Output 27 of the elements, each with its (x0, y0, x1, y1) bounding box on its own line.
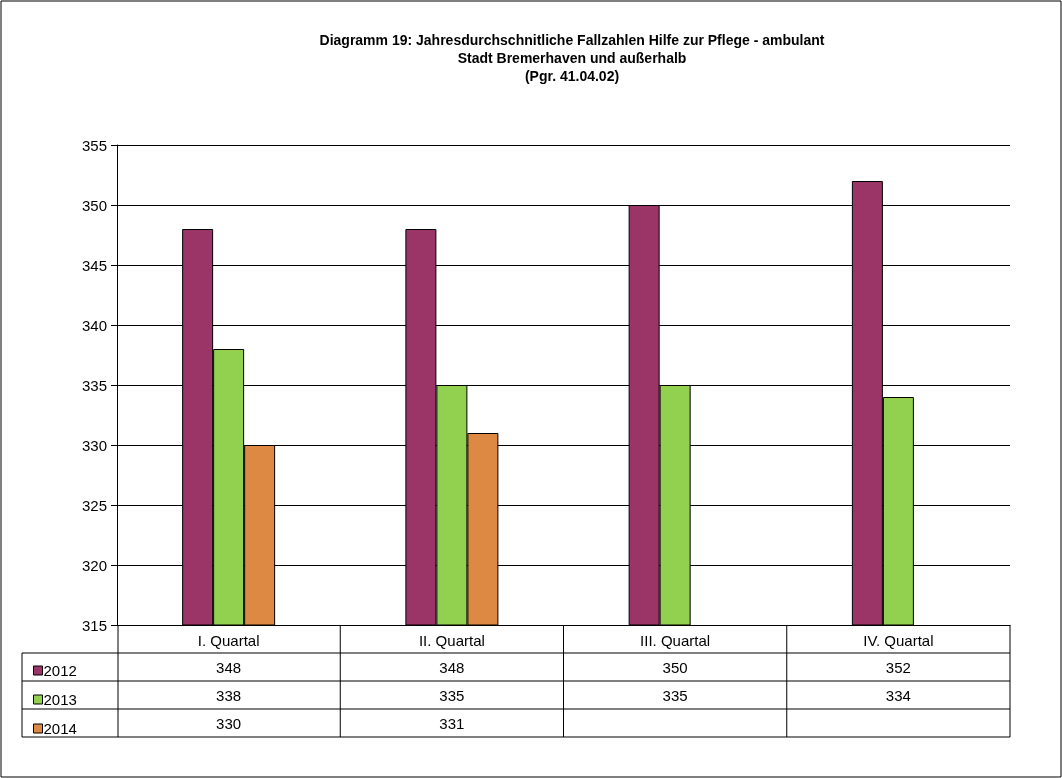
legend-label: 2013 (43, 691, 77, 708)
chart-title: Diagramm 19: Jahresdurchschnitliche Fallzahlen Hilfe zur Pflege - ambulant Stadt Bremerhaven und außerhalb (Pgr. 41.04.02) (319, 32, 825, 84)
data-label: 330 (216, 714, 242, 732)
data-label: 352 (885, 658, 911, 676)
legend-label: 2014 (43, 720, 77, 737)
y-tick-label: 335 (81, 376, 107, 394)
x-tick-label: II. Quartal (418, 632, 485, 649)
legend-label: 2012 (43, 662, 77, 679)
x-tick-label: IV. Quartal (863, 632, 934, 649)
data-label: 335 (439, 686, 465, 704)
x-tick-label: III. Quartal (640, 632, 711, 649)
data-label: 334 (885, 686, 911, 704)
data-label: 338 (216, 686, 242, 704)
y-tick-label: 320 (81, 556, 107, 574)
data-label: 348 (439, 658, 465, 676)
y-tick-label: 355 (81, 136, 107, 154)
x-tick-label: I. Quartal (197, 632, 260, 649)
data-label: 335 (662, 686, 688, 704)
y-tick-label: 330 (81, 436, 107, 454)
data-label: 350 (662, 658, 688, 676)
data-label: 331 (439, 714, 465, 732)
data-label: 348 (216, 658, 242, 676)
y-tick-label: 345 (81, 256, 107, 274)
y-tick-label: 350 (81, 196, 107, 214)
y-tick-label: 340 (81, 316, 107, 334)
y-tick-label: 325 (81, 496, 107, 514)
y-tick-label: 315 (81, 616, 107, 634)
